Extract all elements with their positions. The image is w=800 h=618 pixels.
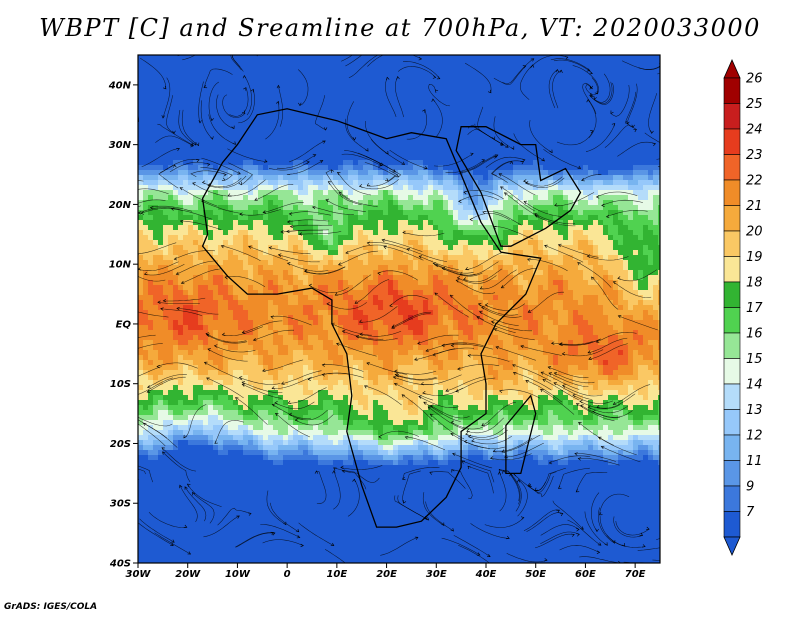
lat-tick-label: 40S [109,559,131,570]
lon-tick-label: 10E [326,569,347,580]
colorbar-segment [723,434,741,461]
colorbar-segment [723,332,741,359]
colorbar-label: 19 [746,250,763,265]
colorbar-label: 11 [746,454,763,469]
colorbar-label: 23 [746,148,763,163]
colorbar-segment [723,460,741,487]
colorbar-segment [723,358,741,385]
colorbar-segment [723,256,741,283]
lat-tick-label: 20N [109,200,132,211]
colorbar-label: 18 [746,276,763,291]
colorbar-label: 25 [746,97,763,112]
colorbar-segment [723,205,741,232]
lat-tick-label: 30N [109,140,132,151]
lat-tick-label: 20S [110,439,131,450]
colorbar-segment [723,179,741,206]
colorbar-label: 14 [746,378,763,393]
lon-tick-label: 20E [376,569,397,580]
colorbar-label: 13 [746,403,763,418]
lat-tick-label: EQ [116,319,132,330]
colorbar-segment [723,307,741,334]
colorbar-label: 16 [746,327,763,342]
lat-tick-label: 10N [109,260,132,271]
colorbar-label: 15 [746,352,763,367]
streamlines [138,55,660,563]
colorbar-segment [723,230,741,257]
lon-tick-label: 0 [284,569,291,580]
lon-tick-label: 40E [475,569,497,580]
coastlines [201,108,582,528]
colorbar-label: 22 [746,174,763,189]
lon-tick-label: 30W [126,569,152,580]
colorbar-segment [723,281,741,308]
colorbar-bottom-arrow [723,536,741,556]
grads-credit: GrADS: IGES/COLA [4,602,98,612]
colorbar-segment [723,128,741,155]
map-frame [137,54,661,564]
colorbar-label: 24 [746,123,763,138]
colorbar-top-arrow [723,59,741,79]
colorbar-segment [723,383,741,410]
colorbar-label: 20 [746,225,763,240]
colorbar-label: 7 [746,505,755,520]
colorbar: 26 25 24 23 22 21 20 19 18 17 16 15 14 13 12 11 9 7 [723,59,763,556]
colorbar-label: 9 [746,480,754,495]
colorbar-segment [723,511,741,538]
colorbar-segment [723,409,741,436]
colorbar-label: 12 [746,429,763,444]
colorbar-label: 26 [746,72,763,87]
lon-tick-label: 30E [426,569,447,580]
colorbar-label: 21 [746,199,763,214]
colorbar-segment [723,77,741,104]
colorbar-label: 17 [746,301,763,316]
lat-tick-label: 30S [110,499,131,510]
colorbar-segment [723,103,741,130]
chart-title: WBPT [C] and Sreamline at 700hPa, VT: 20… [39,14,761,42]
lat-tick-label: 40N [108,80,132,91]
lat-tick-label: 10S [110,379,131,390]
lon-tick-label: 60E [575,569,596,580]
lon-tick-label: 10W [225,569,251,580]
lon-tick-label: 20W [175,569,201,580]
colorbar-segment [723,154,741,181]
lon-tick-label: 70E [625,569,646,580]
colorbar-segment [723,485,741,512]
lon-tick-label: 50E [525,569,546,580]
